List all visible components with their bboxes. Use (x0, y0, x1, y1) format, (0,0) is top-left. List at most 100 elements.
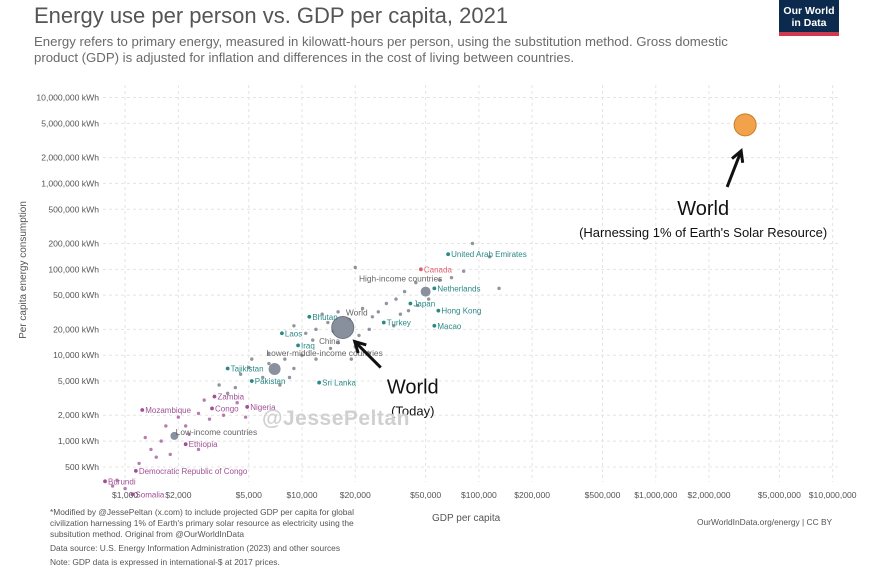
world-annotation-title: World (387, 377, 439, 399)
scatter-point (292, 366, 296, 371)
scatter-point (159, 439, 163, 443)
scatter-point (326, 320, 330, 325)
solar-annotation-subtitle: (Harnessing 1% of Earth's Solar Resource… (579, 225, 827, 240)
x-tick-label: $100,000 (461, 490, 497, 500)
y-tick-label: 2,000,000 kWh (41, 153, 99, 163)
y-tick-label: 1,000 kWh (58, 436, 99, 446)
chart-grid (103, 85, 840, 482)
group-point (331, 316, 355, 340)
world-annotation-subtitle: (Today) (391, 404, 434, 419)
scatter-point (314, 327, 318, 332)
x-tick-label: $5,000 (236, 490, 263, 500)
x-tick-label: $1,000,000 (634, 490, 677, 500)
scatter-point (168, 452, 172, 457)
footer-note: *Modified by @JessePeltan (x.com) to inc… (50, 507, 354, 539)
scatter-point (394, 297, 398, 301)
y-tick-label: 50,000 kWh (53, 290, 99, 300)
scatter-point (311, 338, 315, 342)
country-label: China (319, 337, 340, 346)
scatter-point (283, 357, 287, 361)
country-point (183, 442, 188, 447)
scatter-point (287, 375, 292, 380)
country-point (418, 267, 423, 272)
scatter-point (247, 365, 251, 370)
country-label: Pakistan (255, 377, 286, 386)
scatter-point (336, 340, 340, 345)
country-label: Japan (413, 299, 435, 308)
scatter-point (406, 308, 411, 313)
y-tick-label: 500 kWh (65, 462, 99, 472)
group-label: Low-income countries (176, 427, 257, 437)
y-axis-ticks: 500 kWh 1,000 kWh 2,000 kWh 5,000 kWh 10,000… (36, 93, 99, 472)
scatter-point (207, 417, 212, 421)
y-tick-label: 5,000,000 kWh (41, 118, 99, 128)
y-tick-label: 200,000 kWh (48, 238, 99, 248)
scatter-point (376, 310, 381, 314)
scatter-point (235, 400, 239, 405)
x-tick-label: $5,000,000 (758, 490, 801, 500)
y-tick-label: 100,000 kWh (48, 264, 99, 274)
page-subtitle: Energy refers to primary energy, measure… (34, 34, 728, 65)
scatter-point (384, 301, 389, 306)
x-tick-label: $10,000,000 (809, 490, 857, 500)
scatter-point (461, 269, 466, 273)
country-label: Sri Lanka (322, 379, 356, 388)
scatter-point (449, 275, 454, 280)
scatter-point (357, 333, 361, 338)
country-point (212, 394, 217, 399)
watermark-text: @JessePeltan (262, 407, 410, 430)
country-label: Netherlands (437, 284, 480, 293)
scatter-point (292, 324, 296, 328)
y-tick-label: 2,000 kWh (58, 410, 99, 420)
y-tick-label: 5,000 kWh (58, 376, 99, 386)
solar-annotation-title: World (677, 198, 729, 220)
country-point (436, 308, 441, 313)
solar-arrow (725, 150, 743, 188)
group-label: World (346, 308, 368, 318)
world-arrow (353, 340, 382, 369)
scatter-point (267, 361, 271, 366)
scatter-point (328, 346, 333, 351)
country-point (432, 286, 437, 291)
scatter-point (437, 278, 442, 282)
scatter-point (415, 303, 420, 308)
scatter-point (267, 351, 271, 356)
country-point (249, 379, 254, 383)
scatter-point (414, 280, 418, 285)
country-label: Canada (424, 265, 453, 274)
scatter-point (225, 391, 230, 396)
country-label: Tajikistan (231, 365, 264, 374)
world-arrow-head (352, 339, 367, 354)
scatter-point (149, 447, 153, 452)
group-point (170, 431, 179, 440)
solar-world-point (733, 113, 757, 137)
country-label: Nigeria (250, 403, 276, 412)
group-label: High-income countries (359, 274, 442, 284)
chart-point-labels: United Arab Emirates Canada NetherlandsJap… (108, 250, 527, 499)
scatter-point (187, 432, 191, 436)
scatter-point (360, 306, 365, 311)
scatter-point (233, 385, 238, 390)
scatter-point (183, 424, 188, 428)
country-point (432, 323, 437, 328)
country-point (130, 492, 135, 497)
our-world-in-data-logo[interactable]: Our World in Data (779, 0, 839, 36)
footer-credit-link[interactable]: OurWorldInData.org/energy | CC BY (697, 517, 833, 527)
country-label: Congo (215, 404, 239, 413)
country-label: Iraq (301, 341, 315, 350)
country-label: Democratic Republic of Congo (139, 467, 248, 476)
scatter-point (300, 353, 304, 357)
scatter-point (470, 241, 475, 246)
x-tick-label: $2,000 (165, 490, 192, 500)
scatter-point (487, 255, 492, 259)
scatter-point (402, 289, 407, 294)
country-label: Ethiopia (189, 440, 218, 449)
scatter-point (314, 357, 318, 361)
country-label: United Arab Emirates (451, 250, 527, 259)
country-label: Hong Kong (441, 307, 481, 316)
scatter-point (243, 415, 248, 419)
country-point (280, 331, 284, 336)
solar-arrow-head (730, 148, 745, 164)
scatter-point (250, 357, 254, 361)
footer-gdp-note: Note: GDP data is expressed in internati… (50, 557, 280, 567)
